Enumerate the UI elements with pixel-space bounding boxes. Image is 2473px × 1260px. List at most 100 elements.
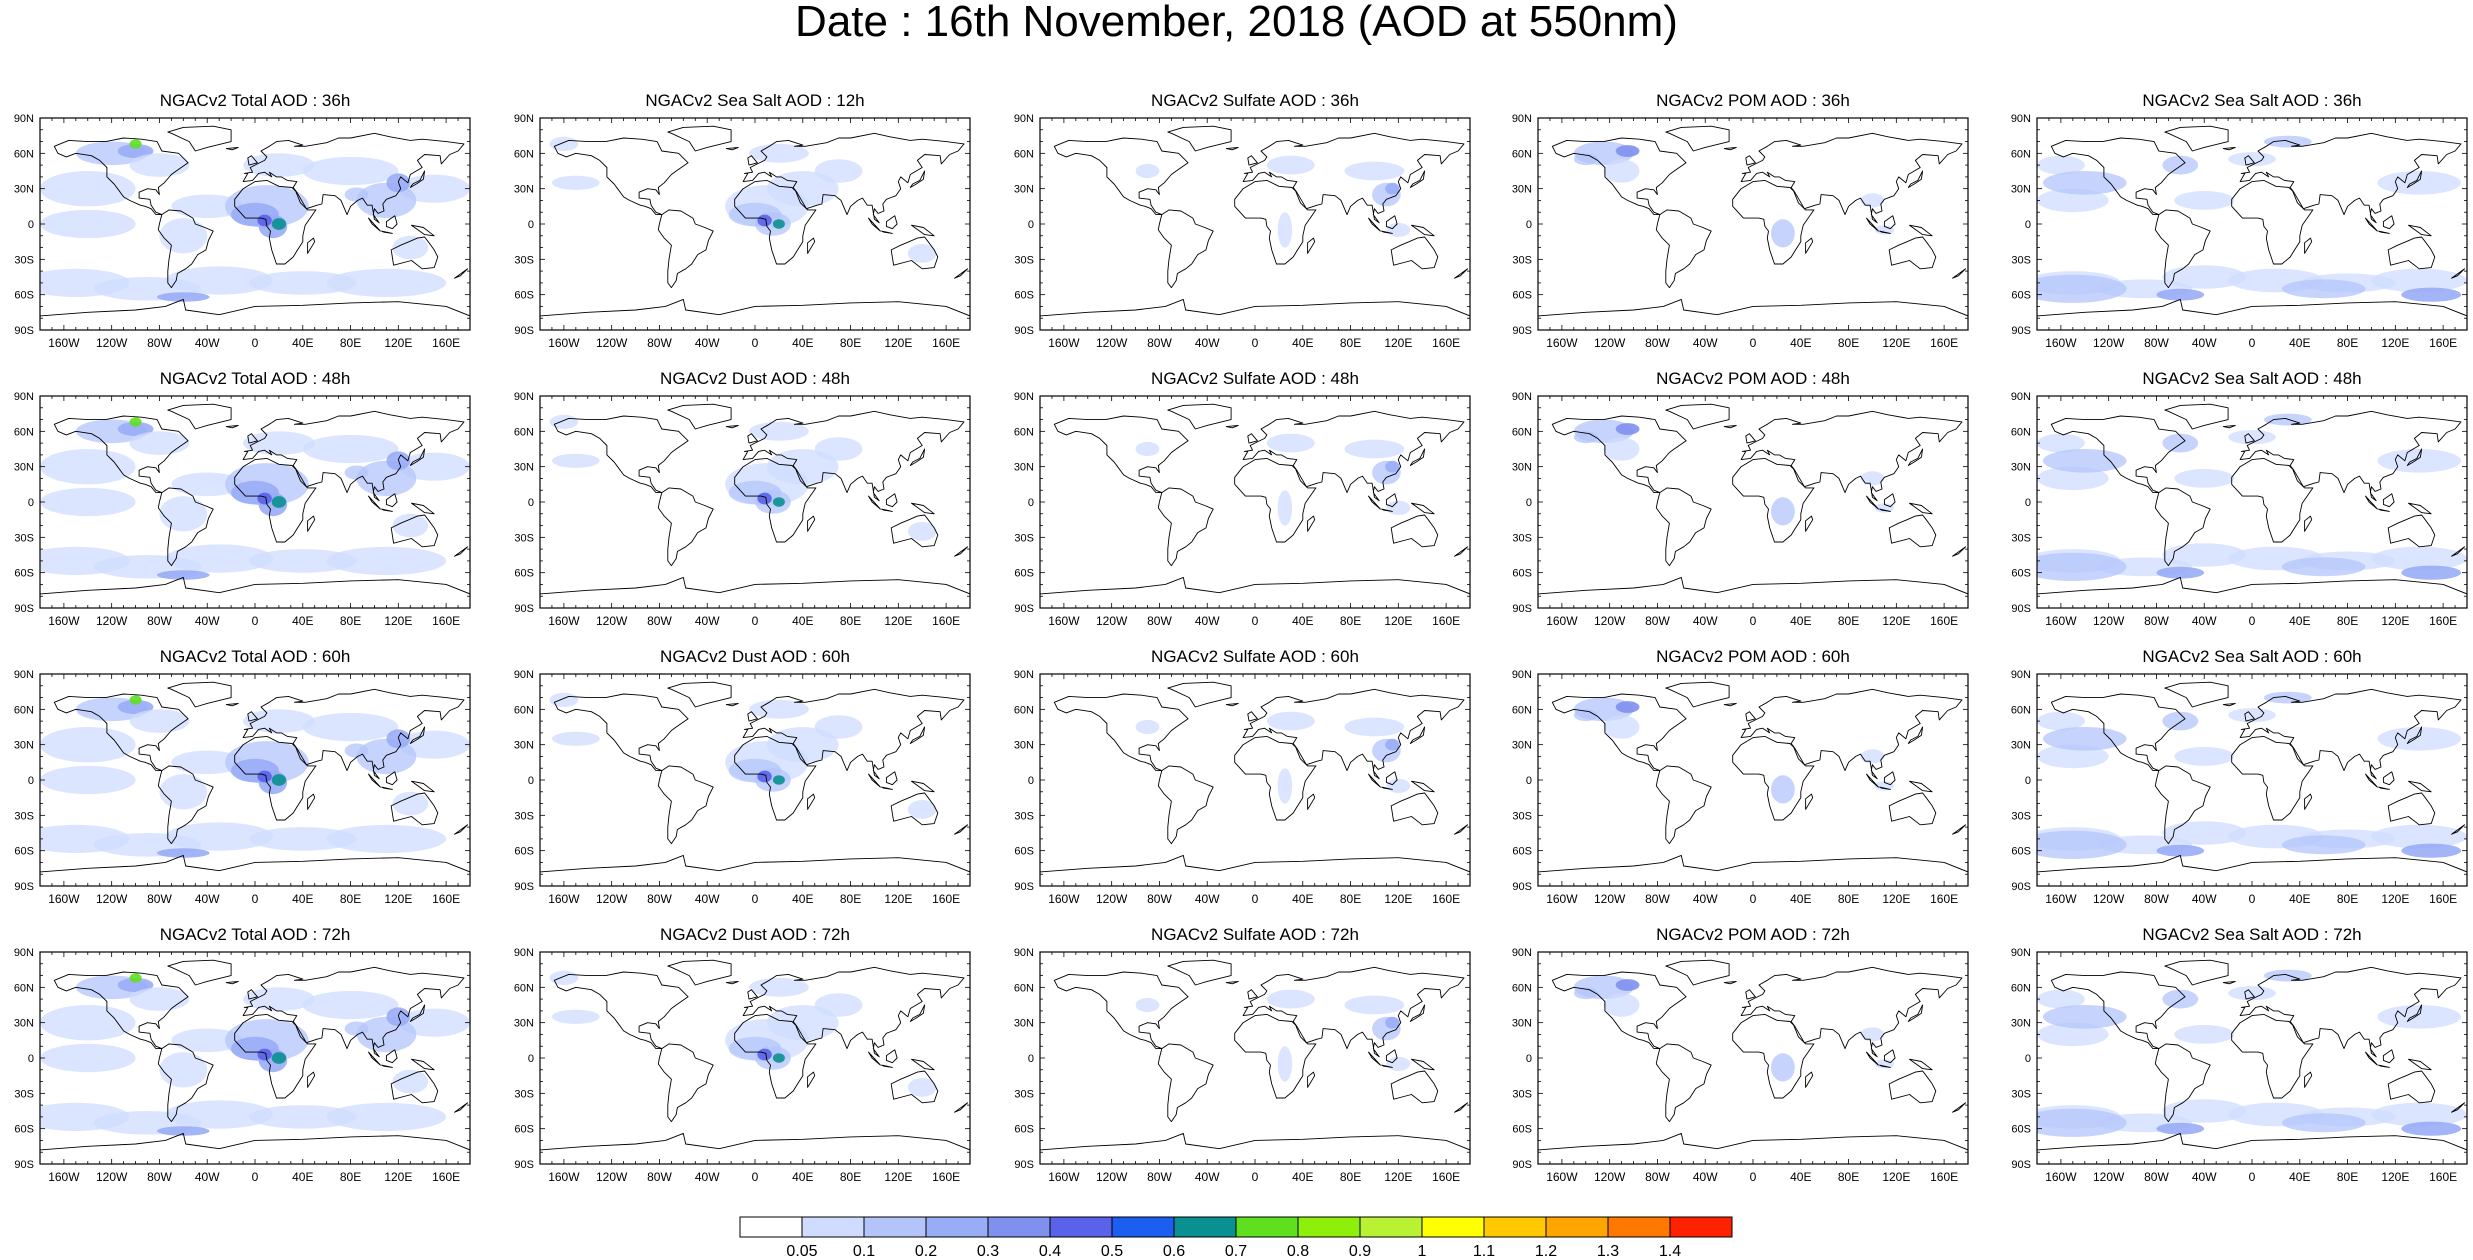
lon-label: 120E [1882,892,1910,906]
aod-shading [1603,715,1640,739]
aod-shading [2401,1121,2462,1136]
lat-label: 30N [2011,184,2031,196]
lon-label: 80W [1147,1170,1172,1184]
coastline [1551,971,1687,1050]
coastline [157,209,214,289]
lon-label: 160E [432,336,460,350]
lon-label: 120E [2381,1170,2409,1184]
lon-label: 120W [96,614,128,628]
coastline [307,1071,316,1088]
lon-label: 80E [340,336,361,350]
lat-label: 30N [14,184,34,196]
panel-title: NGACv2 POM AOD : 48h [1656,369,1850,388]
coastlines [1538,403,1968,608]
map-panel: NGACv2 POM AOD : 60h 90N 60N 30N 0 30S 60S 90S 1… [1498,648,1969,906]
lon-label: 40E [1790,892,1811,906]
coastline [909,1004,926,1022]
coastline [225,702,239,707]
coastline [667,959,732,986]
lat-label: 60N [514,982,534,994]
coastline [1409,726,1426,744]
lat-label: 30S [1512,1088,1532,1100]
coastline [911,224,935,237]
aod-shading [398,452,470,481]
lat-label: 90S [1512,881,1532,893]
coastline [2406,170,2423,188]
lon-label: 0 [2249,614,2256,628]
coastline [234,1013,317,1099]
lon-label: 40E [792,336,813,350]
aod-shading [549,692,579,707]
lat-label: 90N [14,669,34,681]
lon-label: 40E [1292,892,1313,906]
coastline [911,780,935,793]
coastline [954,268,969,279]
aod-shading [326,546,447,575]
aod-shading [1385,738,1400,751]
aod-shading [2377,171,2461,195]
lon-label: 40W [2192,892,2217,906]
aod-shading [40,1005,136,1041]
colorbar-label: 0.4 [1039,1243,1061,1260]
lon-label: 0 [1252,614,1259,628]
lat-label: 30N [1512,184,1532,196]
lon-label: 80W [647,1170,672,1184]
aod-shading [302,712,399,742]
lon-label: 160E [1930,336,1958,350]
lat-label: 90S [1014,1159,1034,1171]
aod-shading [165,822,273,851]
colorbar-label: 0.7 [1225,1243,1247,1260]
coastline [890,236,939,270]
aod-shading [1386,222,1411,237]
coastline [2378,230,2390,234]
lat-label: 30N [1014,1018,1034,1030]
aod-shading [165,544,273,573]
lat-label: 90N [1512,113,1532,125]
aod-shading [767,1005,839,1041]
lon-label: 80W [147,614,172,628]
map-panel: NGACv2 Sulfate AOD : 48h 90N 60N 30N 0 30S 60S… [1000,370,1471,628]
lat-label: 0 [528,775,534,787]
lon-label: 120E [2381,614,2409,628]
coastline [911,502,935,515]
coastline [409,448,426,466]
lat-label: 60S [14,290,34,302]
aod-shading [549,414,579,429]
lat-label: 30S [14,532,34,544]
coastline [1723,702,1737,707]
coastline [1167,403,1232,430]
coastline [1157,765,1214,845]
coastline [2378,508,2390,512]
lon-label: 80W [1147,614,1172,628]
colorbar-label: 1 [1418,1243,1427,1260]
coastline [1655,209,1712,289]
aod-shading [159,774,208,810]
coastline [1805,793,1814,810]
map-panel: NGACv2 POM AOD : 36h 90N 60N 30N 0 30S 60S 90S 1… [1498,92,1969,350]
coastline [225,980,239,985]
map-frame-background [1040,952,1470,1164]
aod-shading [392,791,429,816]
aod-shading [2037,552,2127,581]
lon-label: 40W [1195,336,1220,350]
lon-label: 160E [1930,892,1958,906]
aod-shading [2228,708,2276,723]
aod-shading [344,187,369,202]
aod-shading [2174,1025,2235,1044]
coastline [1242,132,1465,224]
coastline [411,502,435,515]
lat-label: 60S [514,568,534,580]
lon-label: 120E [884,892,912,906]
coastlines [2037,125,2467,330]
aod-shading [1860,471,1885,486]
aod-shading [248,1105,357,1129]
panel-title: NGACv2 Sea Salt AOD : 48h [2142,369,2362,388]
coastlines [1040,959,1470,1164]
coastline [2382,493,2395,508]
aod-shading [907,800,937,819]
coastline [1053,971,1189,1050]
coastline [667,681,732,708]
aod-shading [271,774,287,786]
lon-label: 40W [1195,614,1220,628]
lon-label: 80E [2337,1170,2358,1184]
